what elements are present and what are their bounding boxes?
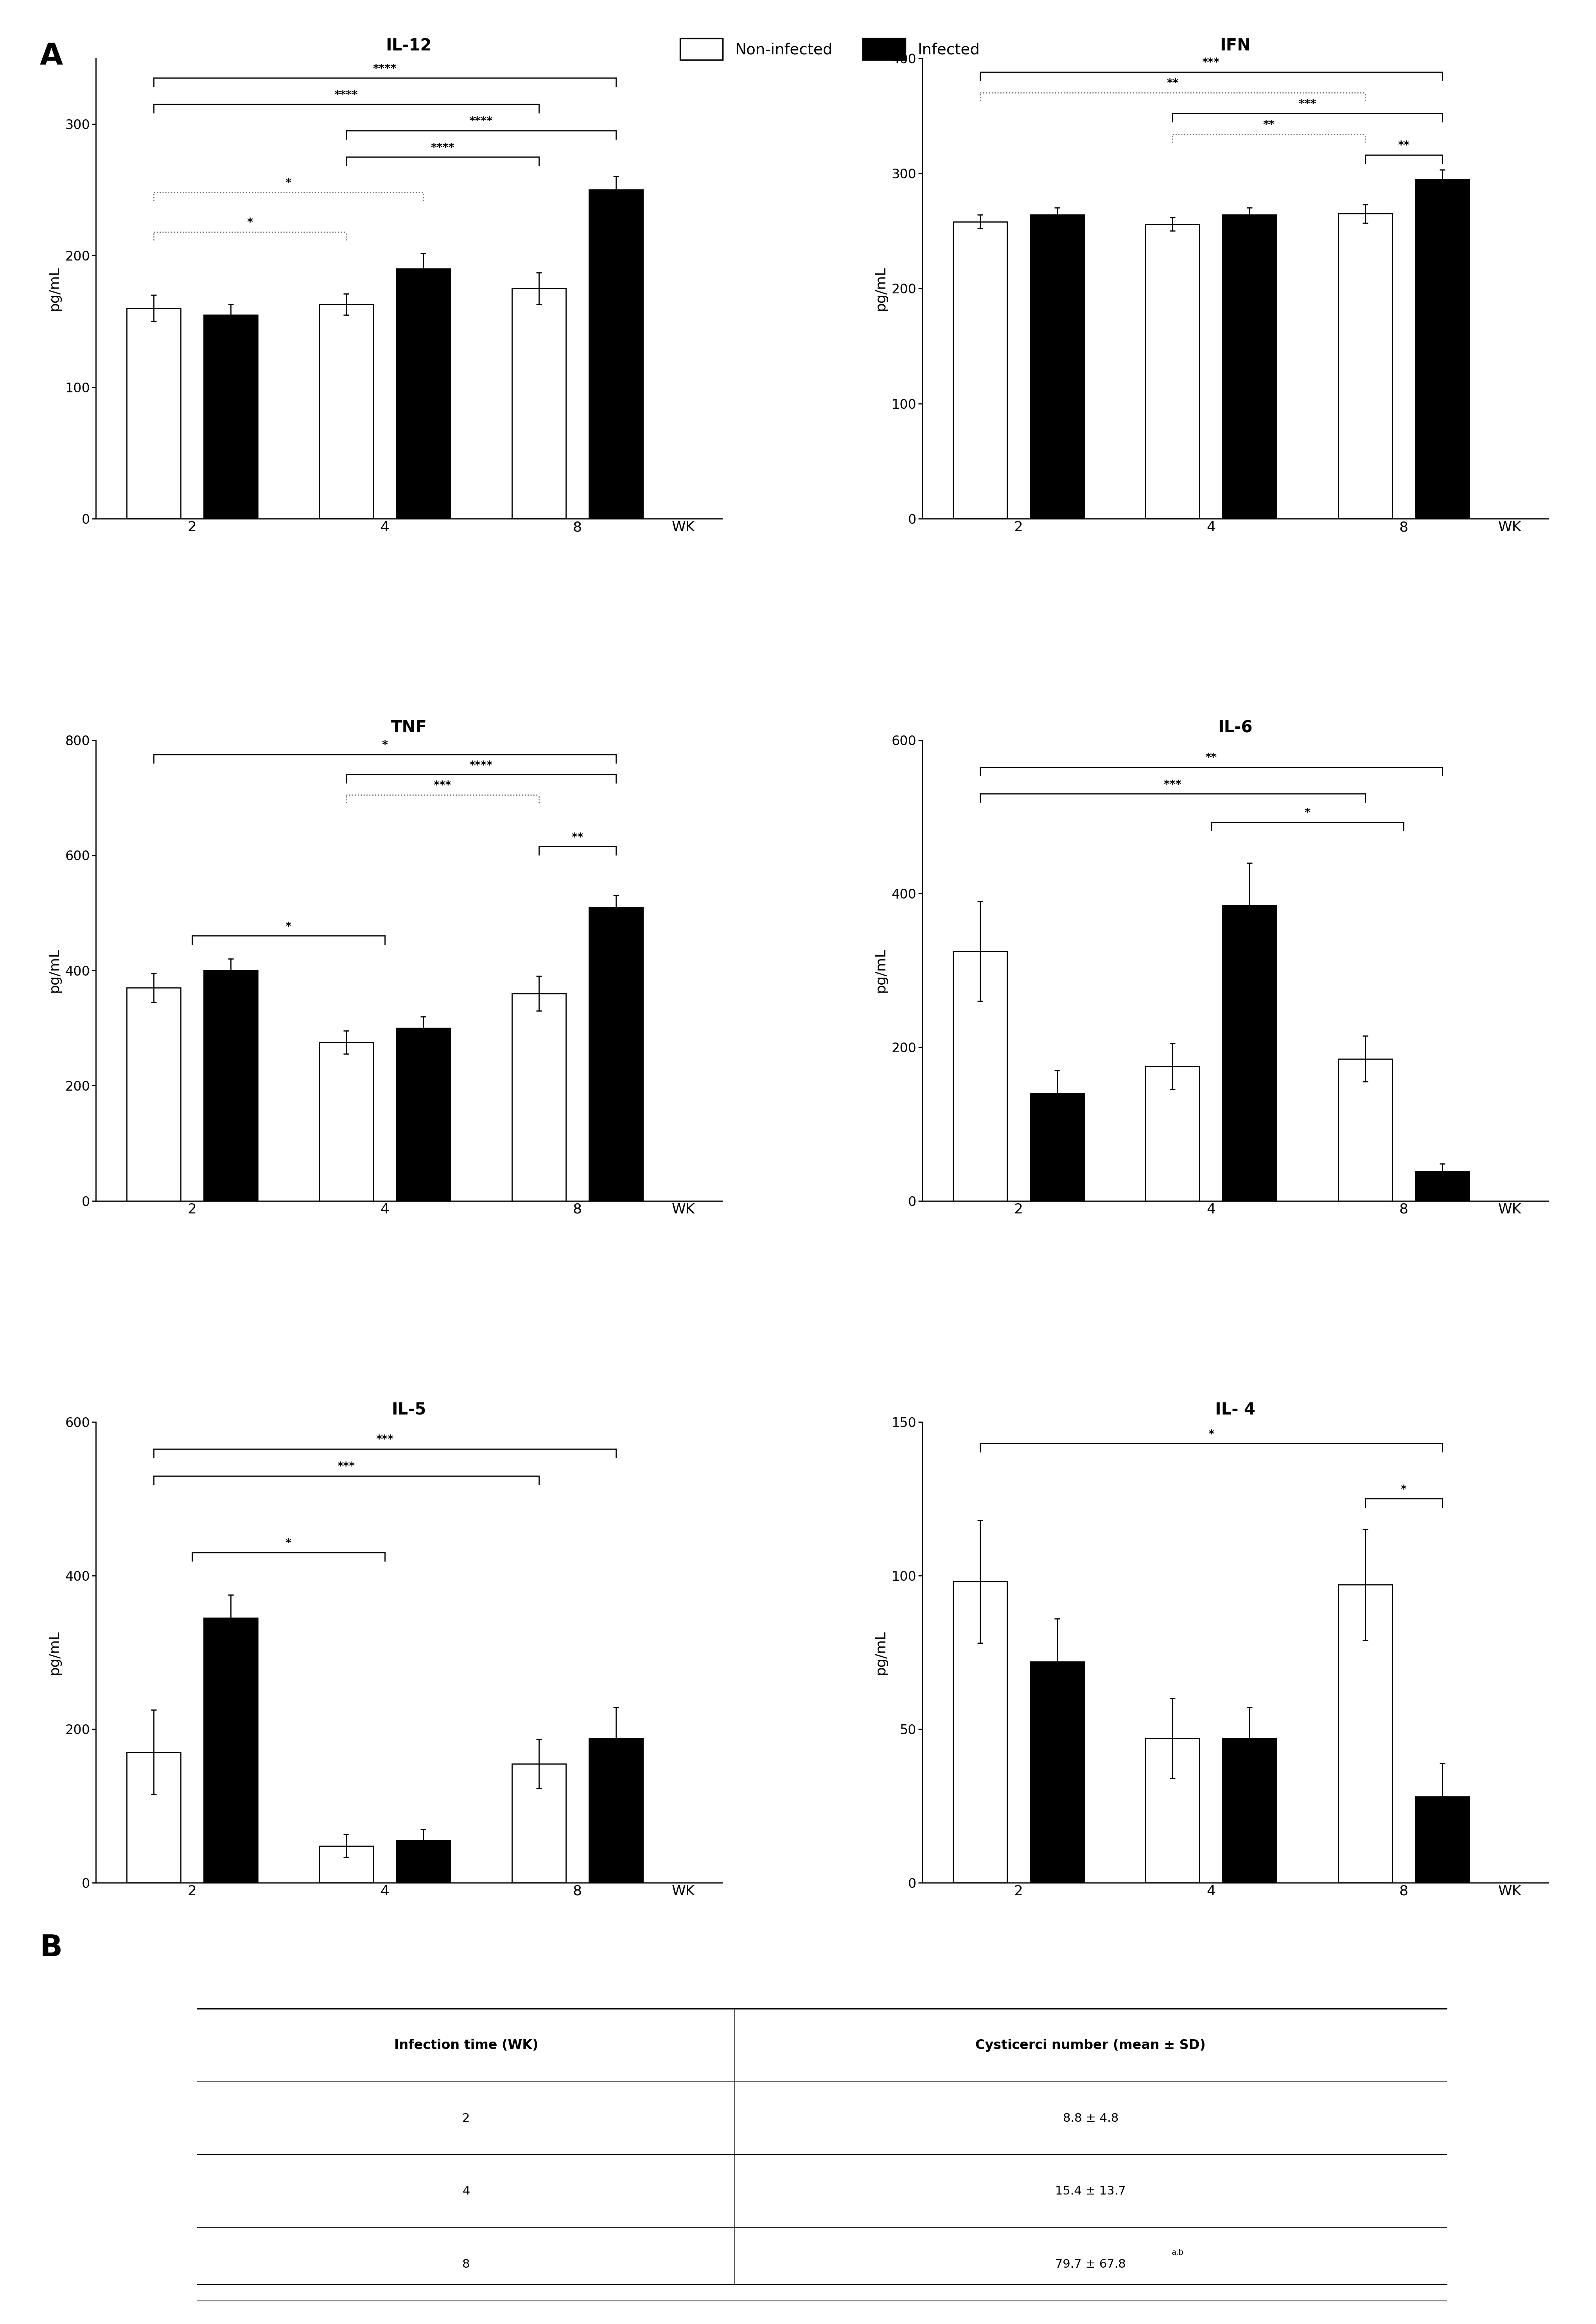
Text: ****: **** bbox=[431, 142, 455, 153]
Text: ***: *** bbox=[434, 781, 452, 790]
Text: ****: **** bbox=[334, 91, 358, 100]
Bar bbox=[319, 1043, 373, 1202]
Bar bbox=[1029, 1092, 1084, 1202]
Bar bbox=[1223, 1738, 1277, 1882]
Bar bbox=[589, 1738, 643, 1882]
Y-axis label: pg/mL: pg/mL bbox=[873, 267, 887, 311]
Bar bbox=[1223, 214, 1277, 518]
Text: *: * bbox=[247, 216, 252, 228]
Bar bbox=[953, 951, 1007, 1202]
Bar bbox=[126, 309, 180, 518]
Bar bbox=[512, 288, 565, 518]
Bar bbox=[1416, 1796, 1470, 1882]
Bar bbox=[512, 1764, 565, 1882]
Bar bbox=[1416, 1171, 1470, 1202]
Title: IL- 4: IL- 4 bbox=[1215, 1401, 1254, 1418]
Text: **: ** bbox=[1398, 139, 1409, 151]
Bar bbox=[512, 992, 565, 1202]
Text: ****: **** bbox=[469, 116, 493, 128]
Text: ****: **** bbox=[469, 760, 493, 772]
Y-axis label: pg/mL: pg/mL bbox=[873, 948, 887, 992]
Text: *: * bbox=[381, 739, 388, 751]
Text: ***: *** bbox=[1163, 779, 1181, 790]
Bar bbox=[396, 1027, 450, 1202]
Bar bbox=[1146, 1067, 1200, 1202]
Text: *: * bbox=[286, 1538, 292, 1548]
Bar bbox=[319, 1845, 373, 1882]
Y-axis label: pg/mL: pg/mL bbox=[48, 1629, 61, 1676]
Text: A: A bbox=[40, 42, 62, 70]
Text: 8.8 ± 4.8: 8.8 ± 4.8 bbox=[1063, 2113, 1119, 2124]
Text: *: * bbox=[1304, 806, 1310, 818]
Text: 79.7 ± 67.8: 79.7 ± 67.8 bbox=[1055, 2259, 1125, 2271]
Text: Infection time (WK): Infection time (WK) bbox=[394, 2038, 538, 2052]
Bar bbox=[1337, 1060, 1392, 1202]
Bar bbox=[1146, 223, 1200, 518]
Text: a,b: a,b bbox=[1171, 2250, 1184, 2257]
Text: 2: 2 bbox=[463, 2113, 469, 2124]
Bar bbox=[204, 1618, 257, 1882]
Bar bbox=[1416, 179, 1470, 518]
Bar bbox=[126, 1752, 180, 1882]
Text: 8: 8 bbox=[463, 2259, 469, 2271]
Bar bbox=[396, 270, 450, 518]
Bar bbox=[953, 221, 1007, 518]
Y-axis label: pg/mL: pg/mL bbox=[48, 948, 61, 992]
Title: IL-12: IL-12 bbox=[386, 37, 433, 53]
Title: IFN: IFN bbox=[1219, 37, 1251, 53]
Bar bbox=[396, 1841, 450, 1882]
Bar bbox=[319, 304, 373, 518]
Text: **: ** bbox=[1167, 79, 1178, 88]
Bar bbox=[589, 191, 643, 518]
Bar bbox=[204, 314, 257, 518]
Legend: Non-infected, Infected: Non-infected, Infected bbox=[672, 30, 988, 67]
Bar bbox=[953, 1583, 1007, 1882]
Bar bbox=[589, 906, 643, 1202]
Text: **: ** bbox=[1262, 119, 1275, 130]
Bar bbox=[1337, 214, 1392, 518]
Bar bbox=[1223, 904, 1277, 1202]
Text: *: * bbox=[1208, 1429, 1215, 1441]
Text: Cysticerci number (mean ± SD): Cysticerci number (mean ± SD) bbox=[975, 2038, 1205, 2052]
Text: ***: *** bbox=[1299, 98, 1317, 109]
Text: ***: *** bbox=[337, 1462, 354, 1471]
Text: 4: 4 bbox=[463, 2185, 469, 2196]
Bar bbox=[204, 971, 257, 1202]
Bar bbox=[1146, 1738, 1200, 1882]
Bar bbox=[1029, 1662, 1084, 1882]
Text: **: ** bbox=[1205, 753, 1216, 762]
Title: IL-6: IL-6 bbox=[1218, 720, 1253, 737]
Bar bbox=[1337, 1585, 1392, 1882]
Y-axis label: pg/mL: pg/mL bbox=[48, 267, 61, 311]
Text: **: ** bbox=[571, 832, 583, 844]
Title: IL-5: IL-5 bbox=[391, 1401, 426, 1418]
Text: B: B bbox=[40, 1934, 62, 1961]
Bar bbox=[126, 988, 180, 1202]
Text: 15.4 ± 13.7: 15.4 ± 13.7 bbox=[1055, 2185, 1125, 2196]
Text: *: * bbox=[286, 177, 292, 188]
Title: TNF: TNF bbox=[391, 720, 426, 737]
Text: ***: *** bbox=[375, 1434, 394, 1446]
Text: *: * bbox=[286, 920, 292, 932]
Bar bbox=[1029, 214, 1084, 518]
Y-axis label: pg/mL: pg/mL bbox=[875, 1629, 887, 1676]
Text: *: * bbox=[1401, 1485, 1406, 1494]
Text: ****: **** bbox=[373, 63, 396, 74]
Text: ***: *** bbox=[1202, 58, 1219, 67]
